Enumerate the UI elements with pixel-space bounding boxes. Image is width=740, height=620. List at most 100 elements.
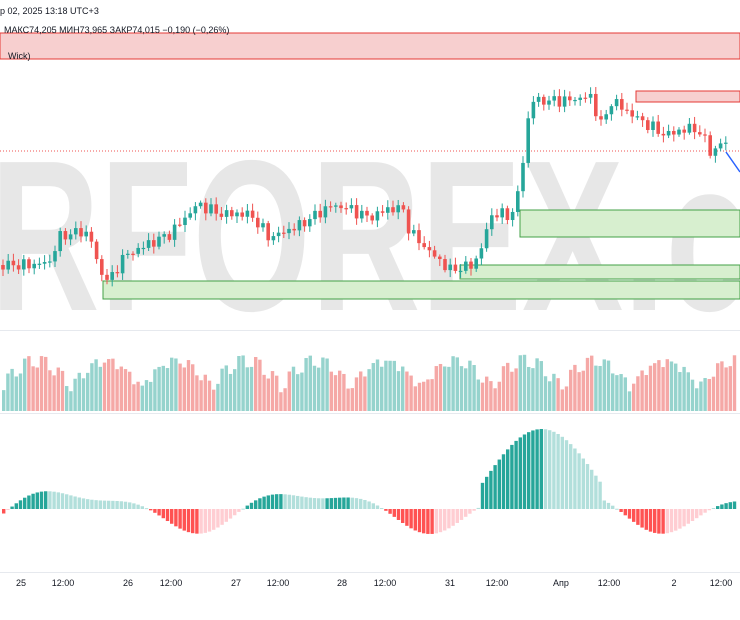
macd-histogram-bar xyxy=(493,465,497,509)
volume-bar xyxy=(254,356,258,411)
price-candle xyxy=(183,217,187,226)
macd-histogram-bar xyxy=(564,440,569,509)
time-axis[interactable]: 25 12:00 26 12:00 27 12:00 28 12:00 31 12:00 Апр 12… xyxy=(0,572,740,620)
price-candle xyxy=(370,215,374,221)
macd-histogram-bar xyxy=(430,509,434,534)
volume-bar xyxy=(354,377,359,411)
volume-bar xyxy=(707,379,711,411)
volume-bar xyxy=(60,370,65,411)
macd-histogram-pane[interactable] xyxy=(0,414,740,572)
price-candle xyxy=(412,230,416,234)
macd-histogram-bar xyxy=(123,501,128,509)
macd-histogram-bar xyxy=(266,495,270,509)
volume-bar xyxy=(44,356,48,411)
price-candle xyxy=(438,256,442,260)
volume-bar xyxy=(6,373,10,411)
volume-bar xyxy=(178,363,182,411)
pane-separator[interactable] xyxy=(0,413,740,414)
macd-histogram-bar xyxy=(375,505,380,509)
volume-bar xyxy=(346,388,350,411)
macd-histogram-bar xyxy=(107,500,111,509)
supply-zone-top xyxy=(0,32,740,60)
price-candle xyxy=(588,93,593,98)
price-candle xyxy=(625,109,629,111)
macd-histogram-bar xyxy=(195,509,199,534)
volume-bar xyxy=(577,372,581,411)
projection-arrow xyxy=(725,151,740,173)
volume-bar xyxy=(14,376,18,411)
macd-histogram-bar xyxy=(170,509,174,524)
price-candle xyxy=(656,121,660,134)
price-candle xyxy=(526,118,530,163)
macd-histogram-bar xyxy=(468,509,472,514)
price-pane[interactable] xyxy=(0,0,740,330)
price-candle xyxy=(635,116,640,118)
volume-pane[interactable] xyxy=(0,331,740,413)
volume-bar xyxy=(291,366,296,411)
macd-histogram-bar xyxy=(669,509,674,533)
date-time-readout: р 02, 2025 13:18 UTC+3 xyxy=(0,6,99,16)
price-candle xyxy=(365,210,369,216)
macd-histogram-bar xyxy=(90,499,94,509)
macd-histogram-bar xyxy=(535,429,539,509)
price-candle xyxy=(521,162,525,192)
volume-bar xyxy=(506,362,510,411)
volume-bar xyxy=(10,368,14,411)
volume-bar xyxy=(207,380,212,411)
price-candle xyxy=(188,213,192,218)
volume-bar xyxy=(380,366,384,411)
volume-bar xyxy=(212,389,216,411)
macd-histogram-bar xyxy=(707,509,711,511)
price-candle xyxy=(724,142,728,144)
volume-bar xyxy=(443,366,447,411)
price-candle xyxy=(703,134,707,136)
volume-bar xyxy=(367,369,371,411)
volume-bar xyxy=(653,363,657,411)
volume-bar xyxy=(493,388,497,411)
indicator-label[interactable]: Wick) xyxy=(8,51,31,61)
volume-bar xyxy=(35,367,39,411)
macd-histogram-bar xyxy=(350,497,354,509)
price-candle xyxy=(453,264,458,271)
price-candle xyxy=(126,253,130,255)
price-candle xyxy=(360,210,364,219)
price-candle xyxy=(152,240,156,247)
macd-histogram-bar xyxy=(518,437,522,509)
macd-histogram-bar xyxy=(149,509,153,511)
time-axis-label: 12:00 xyxy=(709,578,733,588)
macd-histogram-bar xyxy=(287,494,291,509)
macd-histogram-bar xyxy=(552,431,556,509)
volume-bar xyxy=(682,366,686,411)
price-candle xyxy=(422,243,426,248)
volume-bar xyxy=(468,360,472,411)
volume-bar xyxy=(703,378,707,411)
macd-histogram-bar xyxy=(716,506,720,509)
pane-separator[interactable] xyxy=(0,330,740,331)
macd-histogram-bar xyxy=(539,429,543,509)
price-candle xyxy=(661,133,666,136)
volume-bar xyxy=(413,386,417,411)
price-candle xyxy=(718,143,723,149)
macd-histogram-bar xyxy=(531,430,535,509)
price-candle xyxy=(682,129,686,133)
price-candle xyxy=(323,206,328,218)
price-candle xyxy=(235,212,239,217)
volume-bar xyxy=(501,366,506,411)
price-candle xyxy=(214,204,218,214)
macd-histogram-bar xyxy=(661,509,665,534)
price-candle xyxy=(380,211,385,213)
volume-bar xyxy=(510,371,514,411)
volume-bar xyxy=(56,367,60,411)
macd-histogram-bar xyxy=(140,506,144,509)
price-candle xyxy=(427,247,432,251)
macd-histogram-bar xyxy=(619,509,623,512)
volume-bar xyxy=(581,370,585,411)
macd-histogram-bar xyxy=(224,509,228,522)
macd-histogram-bar xyxy=(560,436,564,509)
volume-bar xyxy=(73,378,77,411)
volume-bar xyxy=(388,360,392,411)
macd-histogram-bar xyxy=(228,509,233,519)
macd-histogram-bar xyxy=(258,498,262,509)
price-candle xyxy=(6,260,10,270)
